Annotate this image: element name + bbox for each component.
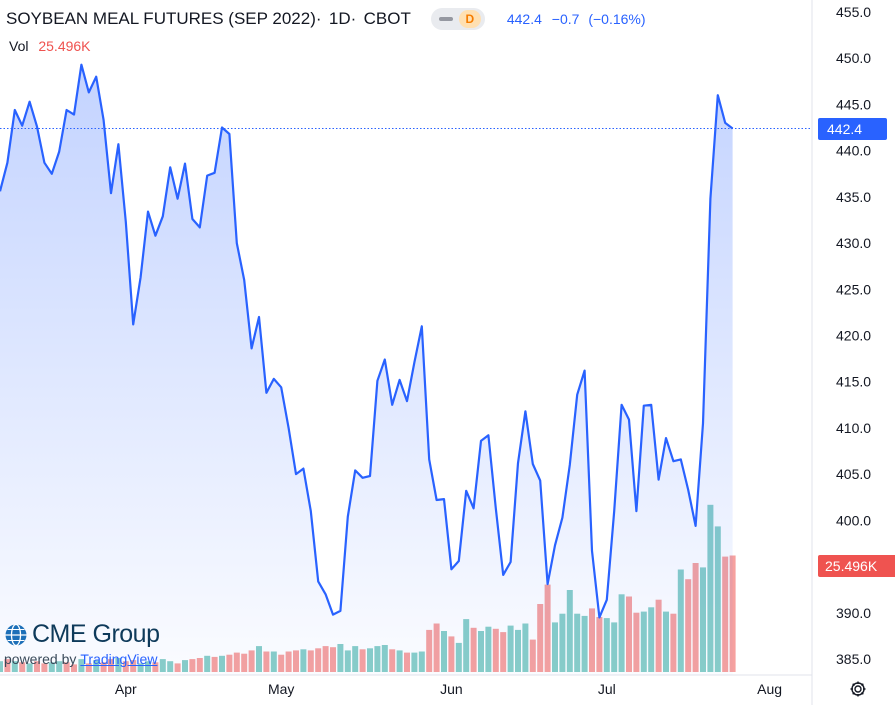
price-tick-label: 385.0	[836, 651, 871, 667]
price-tick-label: 390.0	[836, 605, 871, 621]
price-change-value: −0.7	[551, 11, 580, 27]
time-axis[interactable]: Apr May Jun Jul Aug	[115, 681, 782, 697]
price-axis[interactable]: 455.0 450.0 445.0 440.0 435.0 430.0 425.0 420.0…	[836, 4, 871, 667]
price-tick-label: 400.0	[836, 512, 871, 528]
price-tick-label: 405.0	[836, 466, 871, 482]
visibility-toggle[interactable]: D	[430, 8, 485, 30]
price-area-fill	[0, 64, 733, 675]
last-volume-tag: 25.496K	[818, 555, 895, 577]
chart-legend: SOYBEAN MEAL FUTURES (SEP 2022) · 1D · C…	[6, 8, 646, 30]
time-tick-label: Jun	[440, 681, 463, 697]
interval-label[interactable]: 1D	[328, 9, 351, 28]
price-tick-label: 410.0	[836, 420, 871, 436]
price-tick-label: 445.0	[836, 96, 871, 112]
powered-by-label: powered by	[4, 651, 77, 667]
volume-label: Vol	[9, 38, 29, 54]
price-tick-label: 415.0	[836, 374, 871, 390]
gear-icon[interactable]	[848, 679, 868, 699]
last-price-tag: 442.4	[818, 118, 887, 140]
price-line	[0, 63, 734, 619]
cme-logo-text: CME Group	[32, 620, 160, 648]
last-price-value: 442.4	[506, 11, 542, 27]
price-tick-label: 425.0	[836, 281, 871, 297]
price-tick-label: 455.0	[836, 4, 871, 20]
cme-branding[interactable]: CME Group powered by TradingView	[4, 620, 160, 667]
time-tick-label: Aug	[757, 681, 782, 697]
volume-legend: Vol 25.496K	[9, 38, 91, 54]
legend-price: 442.4 −0.7 (−0.16%)	[507, 11, 646, 27]
delayed-badge: D	[458, 10, 481, 28]
exchange-label: CBOT	[363, 9, 411, 28]
symbol-title[interactable]: SOYBEAN MEAL FUTURES (SEP 2022)	[6, 9, 316, 28]
minus-icon	[438, 17, 453, 21]
time-tick-label: Jul	[598, 681, 616, 697]
price-tick-label: 440.0	[836, 143, 871, 159]
time-tick-label: Apr	[115, 681, 137, 697]
price-change-percent: (−0.16%)	[588, 11, 646, 27]
tradingview-link[interactable]: TradingView	[80, 651, 158, 667]
price-tick-label: 430.0	[836, 235, 871, 251]
price-tick-label: 435.0	[836, 189, 871, 205]
time-tick-label: May	[268, 681, 294, 697]
volume-value: 25.496K	[38, 38, 91, 54]
price-tick-label: 420.0	[836, 328, 871, 344]
globe-icon	[5, 623, 27, 646]
price-tick-label: 450.0	[836, 50, 871, 66]
